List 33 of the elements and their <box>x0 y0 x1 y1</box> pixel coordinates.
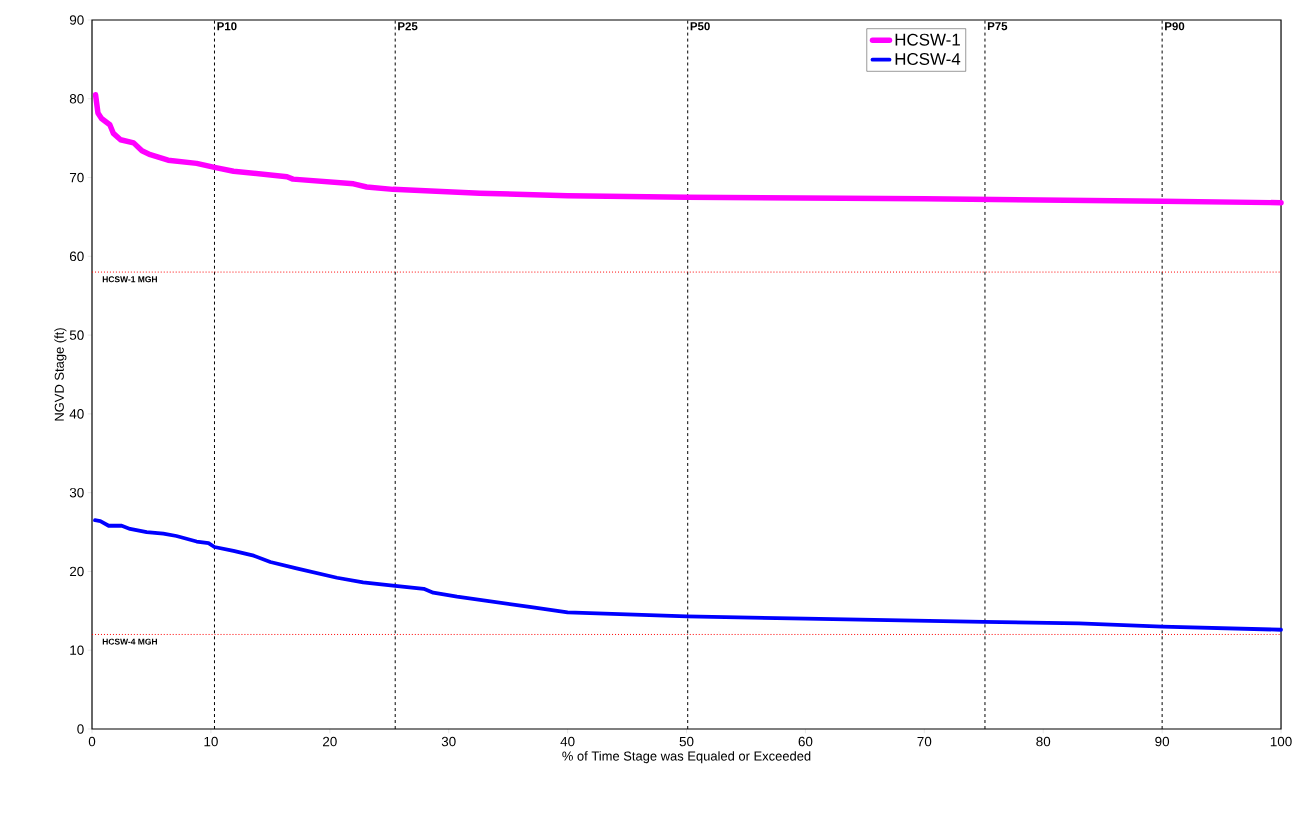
y-tick-label: 90 <box>69 15 84 25</box>
y-tick-label: 50 <box>69 330 84 340</box>
legend-label: HCSW-4 <box>895 52 961 65</box>
ref-line-label: P25 <box>398 22 418 31</box>
x-tick-label: 100 <box>1270 736 1292 747</box>
x-tick-label: 60 <box>798 736 813 747</box>
ref-line-label: HCSW-1 MGH <box>102 276 157 283</box>
y-tick-label: 0 <box>77 724 84 734</box>
y-axis-title: NGVD Stage (ft) <box>54 328 67 421</box>
x-tick-label: 70 <box>917 736 932 747</box>
ref-line-label: HCSW-4 MGH <box>102 638 157 645</box>
y-tick-label: 20 <box>69 566 84 577</box>
y-tick-label: 10 <box>70 645 84 655</box>
x-tick-label: 0 <box>88 736 96 747</box>
x-tick-label: 80 <box>1036 736 1051 747</box>
y-tick-label: 30 <box>69 487 84 498</box>
ref-line-label: P90 <box>1165 22 1185 31</box>
x-tick-label: 30 <box>441 736 456 747</box>
x-axis-title: % of Time Stage was Equaled or Exceeded <box>562 751 811 764</box>
y-tick-label: 60 <box>69 251 84 262</box>
ref-line-label: P10 <box>217 22 237 31</box>
x-tick-label: 50 <box>679 736 694 747</box>
ref-line-label: P75 <box>987 22 1008 31</box>
y-tick-label: 40 <box>69 409 84 419</box>
y-tick-label: 80 <box>69 94 84 104</box>
x-tick-label: 20 <box>323 736 337 747</box>
ref-line-label: P50 <box>690 22 710 31</box>
x-tick-label: 90 <box>1155 736 1170 747</box>
line-series <box>93 518 1283 632</box>
x-tick-label: 10 <box>204 736 218 747</box>
legend-label: HCSW-1 <box>895 33 960 46</box>
x-tick-label: 40 <box>560 736 575 747</box>
y-tick-label: 70 <box>69 172 84 183</box>
